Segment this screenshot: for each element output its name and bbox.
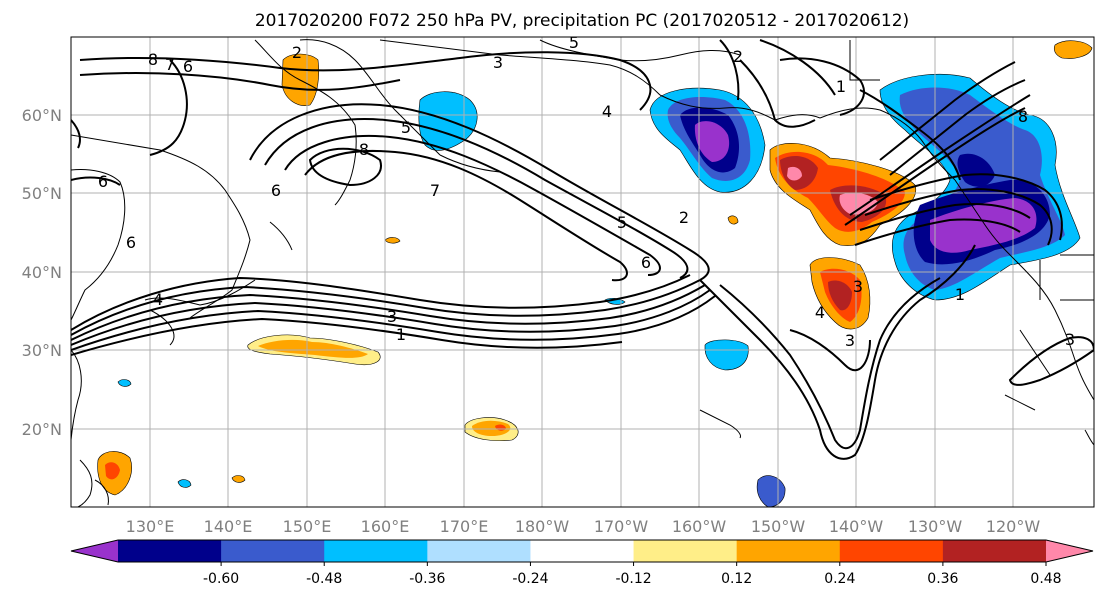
lon-label-170w: 170°W (594, 517, 649, 536)
lon-label-140w: 140°W (829, 517, 884, 536)
precipitation-shading (97, 40, 1093, 507)
coastlines (71, 39, 1094, 507)
colorbar-outline (70, 539, 1094, 563)
contour-label: 7 (430, 181, 440, 200)
contour-label: 1 (836, 77, 846, 96)
colorbar-extend-low (71, 540, 118, 562)
lon-label-150e: 150°E (283, 517, 332, 536)
colorbar-tick-label: -0.60 (203, 571, 239, 587)
contour-label: 6 (271, 181, 281, 200)
contour-label: 4 (153, 290, 163, 309)
lon-label-160e: 160°E (361, 517, 410, 536)
colorbar-tick-label: 0.24 (824, 571, 855, 587)
colorbar-segment (118, 540, 222, 562)
lat-label-60n: 60°N (22, 106, 62, 125)
contour-label: 3 (1065, 330, 1075, 349)
colorbar-segments (71, 540, 1093, 562)
colorbar-segment (324, 540, 428, 562)
contour-label: 2 (733, 47, 743, 66)
lat-label-20n: 20°N (22, 420, 62, 439)
lon-label-130w: 130°W (908, 517, 963, 536)
contour-label: 6 (98, 172, 108, 191)
lon-label-120w: 120°W (986, 517, 1041, 536)
contour-label: 3 (853, 277, 863, 296)
contour-label: 3 (387, 307, 397, 326)
lon-label-160w: 160°W (672, 517, 727, 536)
lat-label-50n: 50°N (22, 184, 62, 203)
contour-label: 2 (679, 208, 689, 227)
contour-label: 6 (641, 253, 651, 272)
colorbar-tick-label: -0.12 (615, 571, 651, 587)
colorbar-segment (633, 540, 738, 562)
contour-label: 3 (493, 53, 503, 72)
contour-label: 8 (359, 140, 369, 159)
figure-title: 2017020200 F072 250 hPa PV, precipitatio… (255, 11, 909, 31)
colorbar-segment (736, 540, 841, 562)
lat-label-40n: 40°N (22, 263, 62, 282)
latitude-labels: 60°N 50°N 40°N 30°N 20°N (22, 106, 62, 439)
contour-label: 2 (292, 43, 302, 62)
colorbar-tick-label: 0.12 (721, 571, 752, 587)
lon-label-140e: 140°E (204, 517, 253, 536)
colorbar-tick-label: -0.36 (409, 571, 445, 587)
contour-label: 7 (165, 55, 175, 74)
contour-label: 1 (396, 325, 406, 344)
lon-label-170e: 170°E (440, 517, 489, 536)
colorbar-segment (427, 540, 531, 562)
colorbar-tick-label: 0.48 (1030, 571, 1061, 587)
contour-label: 5 (617, 213, 627, 232)
colorbar-extend-high (1046, 540, 1093, 562)
contour-label: 6 (183, 57, 193, 76)
colorbar-segment (839, 540, 944, 562)
contour-label: 4 (602, 102, 612, 121)
colorbar: -0.60 -0.48 -0.36 -0.24 -0.12 0.12 0.24 0.36 0.4… (70, 539, 1094, 587)
lon-label-130e: 130°E (126, 517, 175, 536)
pv-contours (71, 39, 1094, 460)
contour-label: 5 (569, 33, 579, 52)
lon-label-150w: 150°W (751, 517, 806, 536)
colorbar-ticks: -0.60 -0.48 -0.36 -0.24 -0.12 0.12 0.24 0.36 0.4… (203, 562, 1062, 587)
longitude-labels: 130°E 140°E 150°E 160°E 170°E 180°W 170°… (126, 517, 1041, 536)
contour-label: 4 (815, 303, 825, 322)
contour-label: 6 (126, 233, 136, 252)
colorbar-segment (221, 540, 325, 562)
colorbar-segment (942, 540, 1047, 562)
colorbar-tick-label: 0.36 (927, 571, 958, 587)
colorbar-tick-label: -0.48 (306, 571, 342, 587)
contour-label: 1 (955, 285, 965, 304)
lon-label-180w: 180°W (515, 517, 570, 536)
contour-label: 8 (148, 50, 158, 69)
colorbar-tick-label: -0.24 (512, 571, 548, 587)
contour-label: 5 (401, 118, 411, 137)
gridlines (71, 37, 1094, 507)
contour-label: 3 (845, 331, 855, 350)
map-frame (70, 36, 1095, 508)
contour-label: 8 (1018, 107, 1028, 126)
contour-labels: 2 8 7 6 3 5 4 6 6 7 5 2 6 3 3 1 1 2 4 3 … (98, 33, 1075, 350)
lat-label-30n: 30°N (22, 341, 62, 360)
colorbar-segment (530, 540, 635, 562)
